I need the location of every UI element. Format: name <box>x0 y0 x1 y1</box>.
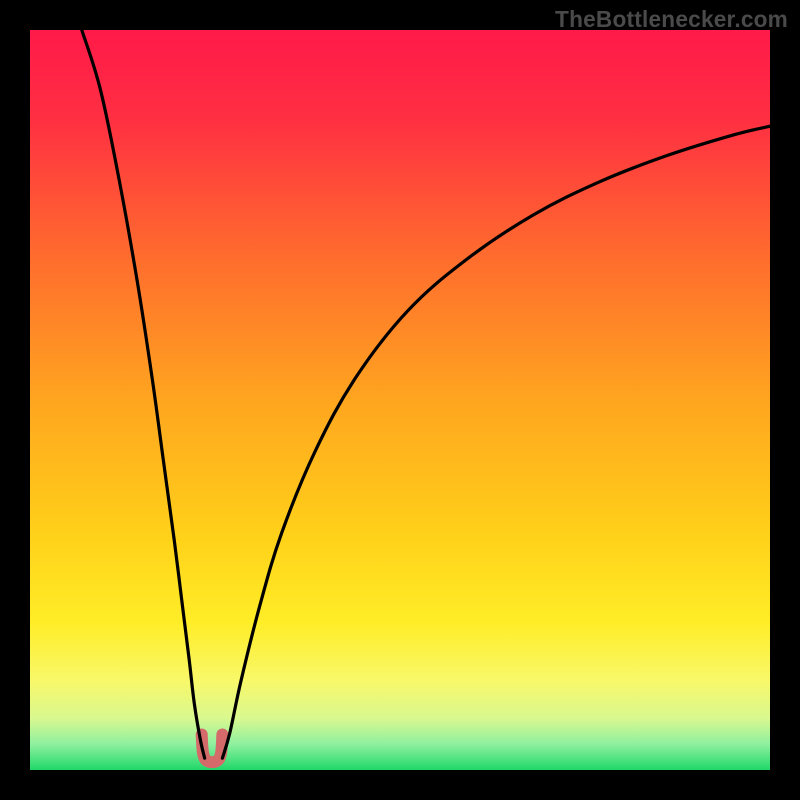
plot-svg <box>30 30 770 770</box>
watermark-text: TheBottlenecker.com <box>555 6 788 33</box>
chart-frame: TheBottlenecker.com <box>0 0 800 800</box>
plot-area <box>30 30 770 770</box>
gradient-background <box>30 30 770 770</box>
